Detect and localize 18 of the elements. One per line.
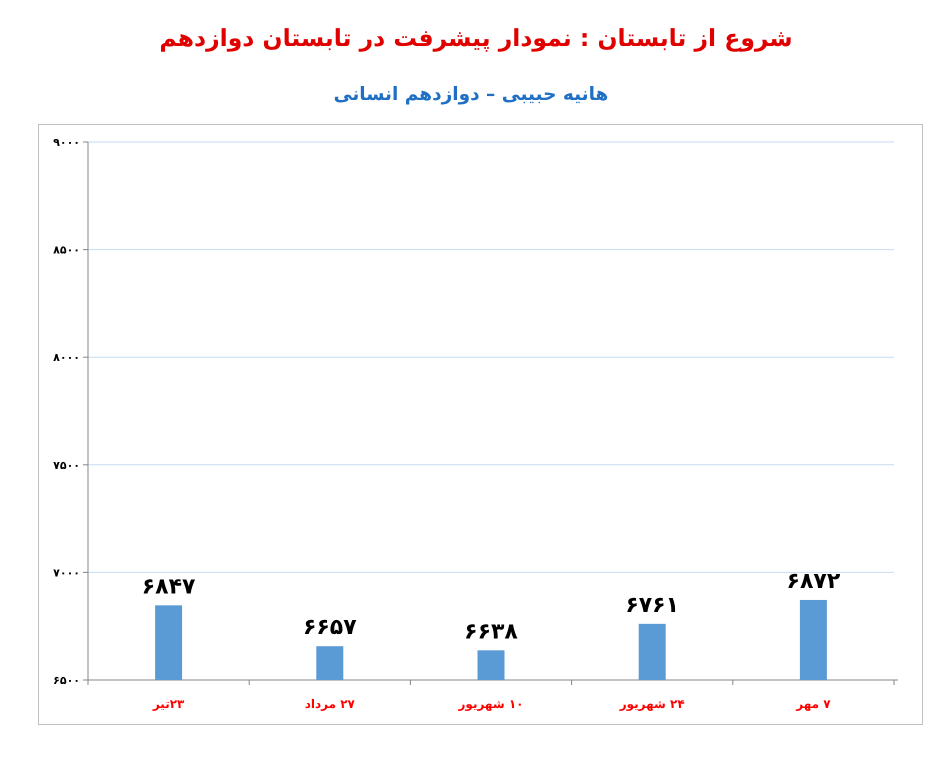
y-tick-label: ۸۵۰۰ <box>53 244 80 257</box>
y-tick-label: ۶۵۰۰ <box>53 674 80 687</box>
x-tick-label: ۷ مهر <box>795 697 832 711</box>
x-tick-label: ۲۳تیر <box>152 697 186 711</box>
y-tick-label: ۷۰۰۰ <box>53 566 80 580</box>
y-tick-label: ۷۵۰۰ <box>53 458 80 472</box>
data-label: ۶۷۶۱ <box>625 592 680 618</box>
y-tick-label: ۸۰۰۰ <box>53 351 80 364</box>
x-tick-label: ۱۰ شهریور <box>458 697 524 711</box>
data-label: ۶۸۴۷ <box>142 574 196 600</box>
data-label: ۶۶۵۷ <box>302 615 358 640</box>
x-tick-label: ۲۷ مرداد <box>304 697 356 711</box>
chart-subtitle: هانیه حبیبی – دوازدهم انسانی <box>334 84 608 105</box>
x-tick-label: ۲۴ شهریور <box>618 697 685 711</box>
chart-title: شروع از تابستان : نمودار پیشرفت در تابستان دوازدهم <box>159 24 793 52</box>
data-label: ۶۶۳۸ <box>464 619 518 644</box>
y-tick-label: ۹۰۰۰ <box>53 136 80 149</box>
data-label: ۶۸۷۲ <box>786 568 841 594</box>
